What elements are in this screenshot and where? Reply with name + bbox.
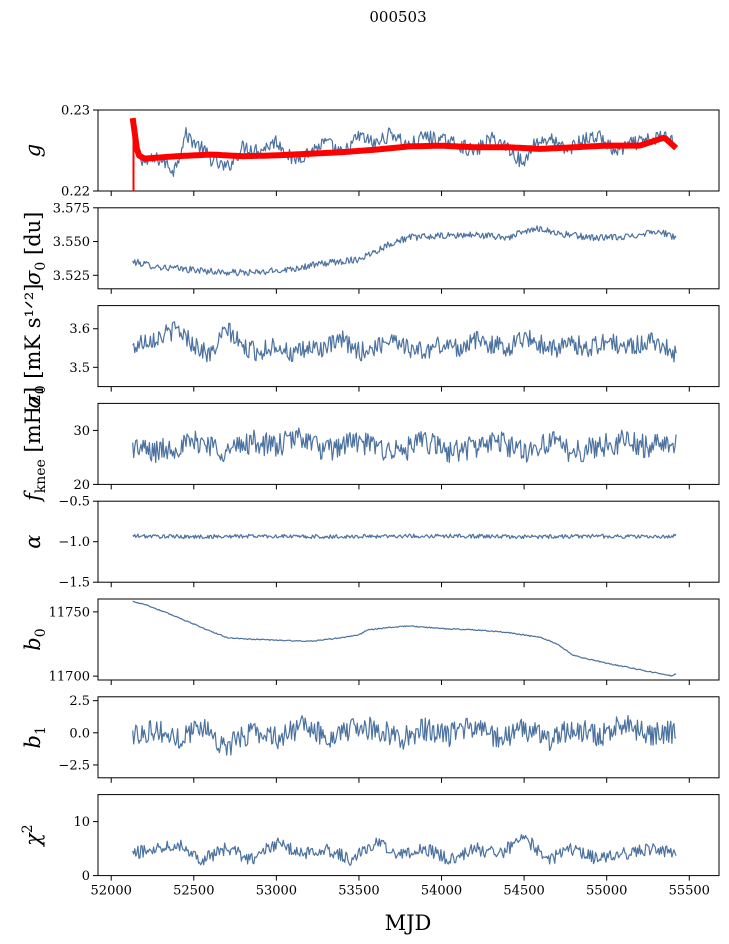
series-line-g [132, 126, 677, 177]
y-tick-label: −0.5 [58, 495, 90, 510]
y-label-unit: [du] [21, 212, 45, 262]
y-tick-label: 3.5 [69, 361, 90, 376]
x-tick-label: 53500 [338, 884, 379, 899]
x-tick-label: 52500 [173, 884, 214, 899]
y-label-sub: knee [33, 459, 49, 493]
y-tick-label: 0.23 [61, 104, 90, 119]
series-line-fknee0 [132, 321, 677, 363]
y-axis-label-alpha: α [21, 535, 45, 549]
panel-frame [97, 500, 720, 583]
panel-frame [97, 109, 720, 192]
series-line-alpha [132, 533, 677, 540]
y-label-main: α [21, 535, 45, 549]
series-line-b1 [132, 714, 677, 756]
figure-title: 000503 [369, 8, 426, 26]
panel-fknee0: 3.5 3.6 σ0 [mK s¹ᐟ²] [21, 284, 720, 409]
y-tick-label: 3.6 [69, 322, 90, 337]
y-label-unit: [mHz] [21, 387, 45, 459]
x-tick-label: 52000 [91, 884, 132, 899]
y-tick-label: −1.0 [58, 535, 90, 550]
y-axis-label-b1: b1 [21, 726, 49, 748]
series-line-g-fit [129, 117, 679, 162]
y-label-main: χ [21, 832, 45, 848]
series-line-chi2 [132, 833, 677, 867]
y-tick-label: 10 [73, 815, 90, 830]
panel-fknee: 20 30 fknee [mHz] [21, 387, 720, 503]
panel-chi2: 0 10 52000 52500 53000 53500 54000 54500 55000 55… [20, 794, 720, 899]
x-axis-label: MJD [385, 911, 432, 935]
panel-frame [97, 598, 720, 681]
x-tick-label: 53000 [256, 884, 297, 899]
y-label-main: b [21, 637, 45, 650]
y-label-main: σ [21, 394, 45, 409]
y-tick-label: 2.5 [69, 694, 90, 709]
panel-frame [97, 794, 720, 877]
y-tick-label: 3.575 [53, 201, 90, 216]
y-label-sub: 0 [33, 262, 49, 271]
y-label-sub: 1 [33, 726, 49, 735]
x-tick-label: 54000 [421, 884, 462, 899]
panel-g: 0.22 0.23 g [21, 104, 720, 200]
y-tick-label: 20 [73, 478, 90, 493]
y-axis-label-fknee0: σ0 [mK s¹ᐟ²] [21, 284, 49, 409]
y-label-main: b [21, 735, 45, 748]
y-label-main: f [21, 490, 45, 503]
series-line-fknee [132, 427, 677, 464]
y-axis-label-b0: b0 [21, 628, 49, 650]
y-tick-label: 0.22 [61, 185, 90, 200]
panel-b1: −2.5 0.0 2.5 b1 [21, 694, 720, 783]
y-axis-label-fknee: fknee [mHz] [21, 387, 49, 503]
y-axis-label-chi2: χ2 [20, 824, 45, 848]
y-tick-label: 0.0 [69, 726, 90, 741]
y-tick-label: −1.5 [58, 576, 90, 591]
y-tick-label: −2.5 [58, 758, 90, 773]
x-tick-label: 55000 [586, 884, 627, 899]
y-tick-label: 3.525 [53, 269, 90, 284]
series-line-b0 [132, 600, 677, 677]
y-label-sup: 2 [20, 824, 36, 833]
x-tick-label: 54500 [503, 884, 544, 899]
y-label-main: σ [21, 270, 45, 285]
y-axis-label-g: g [21, 144, 45, 157]
y-tick-label: 3.550 [53, 235, 90, 250]
y-label-unit: [mK s¹ᐟ²] [21, 284, 45, 386]
y-label-main: g [21, 144, 45, 157]
y-tick-label: 0 [82, 869, 90, 884]
y-label-sub: 0 [33, 628, 49, 637]
y-tick-label: 30 [73, 424, 90, 439]
panel-sigma0: 3.525 3.550 3.575 σ0 [du] [21, 201, 720, 294]
panel-frame [97, 207, 720, 290]
y-tick-label: 11700 [49, 670, 90, 685]
y-axis-label-sigma0: σ0 [du] [21, 212, 49, 285]
panel-alpha: −1.5 −1.0 −0.5 α [21, 495, 720, 591]
y-label-sub: 0 [33, 385, 49, 394]
y-tick-label: 11750 [49, 605, 90, 620]
series-line-sigma0 [132, 225, 677, 277]
panel-frame [97, 696, 720, 779]
x-tick-label: 55500 [669, 884, 710, 899]
